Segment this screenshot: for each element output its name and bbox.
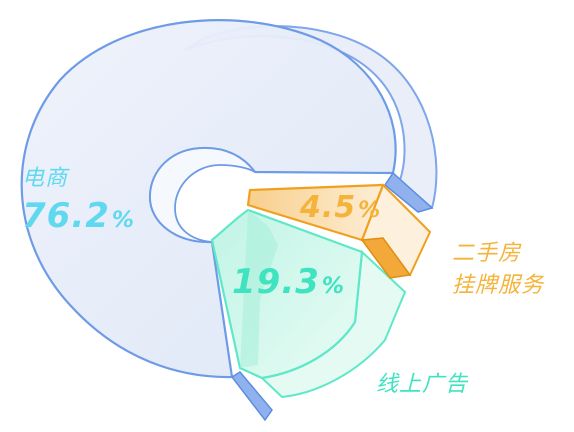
label-secondhand-housing-name: 二手房 挂牌服务 <box>452 238 544 302</box>
label-secondhand-housing-value-row: 4.5% <box>300 190 380 225</box>
label-secondhand-housing-value: 4.5 <box>300 190 357 225</box>
slice-ecommerce-cut-face-bottom <box>230 371 273 422</box>
label-ecommerce: 电商 76.2% <box>22 160 134 236</box>
slice-online-ads-inner <box>240 210 278 368</box>
label-secondhand-housing-percent-sign: % <box>358 198 381 223</box>
label-ecommerce-name: 电商 <box>22 166 69 191</box>
slice-online-ads <box>210 208 407 399</box>
slice-ecommerce <box>20 19 438 422</box>
slice-secondhand-housing <box>246 183 432 279</box>
slice-ecommerce-inner-wall <box>149 147 256 243</box>
label-online-ads-value: 19.3 <box>232 262 320 302</box>
label-online-ads-percent-sign: % <box>321 274 344 299</box>
label-ecommerce-percent-sign: % <box>111 208 134 233</box>
slice-ecommerce-cut-face-top <box>383 171 434 213</box>
label-ecommerce-value: 76.2 <box>22 196 110 236</box>
label-secondhand-housing-name-line-1: 二手房 <box>452 241 522 266</box>
label-online-ads-name: 线上广告 <box>376 372 469 397</box>
label-ecommerce-value-row: 76.2% <box>22 196 134 236</box>
label-online-ads-value-row: 19.3% <box>232 262 344 302</box>
slice-secondhand-housing-cut-face <box>360 237 412 279</box>
label-secondhand-housing-name-line-2: 挂牌服务 <box>452 273 545 298</box>
